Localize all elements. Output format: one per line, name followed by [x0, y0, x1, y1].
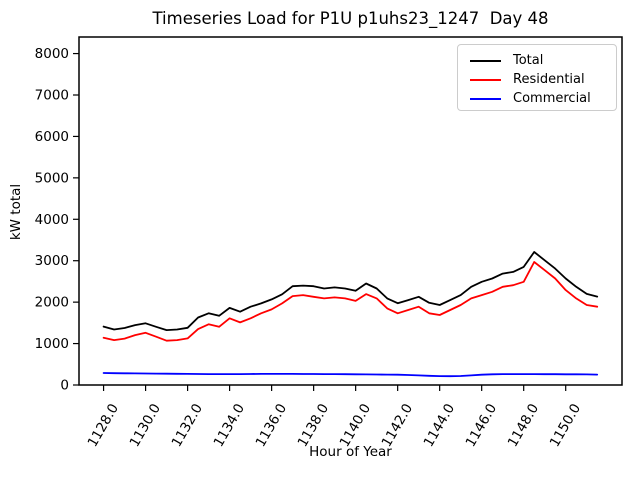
x-tick-label: 1136.0: [253, 401, 290, 450]
x-tick-label: 1150.0: [547, 401, 584, 450]
legend-label-commercial: Commercial: [513, 91, 591, 106]
x-tick-label: 1148.0: [505, 401, 542, 450]
legend-row-residential: Residential: [470, 70, 616, 89]
x-tick-label: 1138.0: [295, 401, 332, 450]
x-tick-label: 1140.0: [337, 401, 374, 450]
commercial-line-swatch-icon: [470, 97, 501, 100]
y-tick-label: 2000: [35, 295, 69, 311]
residential-line-swatch-icon: [470, 78, 501, 81]
x-tick-label: 1144.0: [421, 401, 458, 450]
series-line-total: [102, 251, 599, 332]
legend-label-residential: Residential: [513, 72, 585, 87]
y-tick-label: 3000: [35, 253, 69, 269]
x-tick-label: 1142.0: [379, 401, 416, 450]
y-tick-label: 0: [60, 378, 69, 394]
y-tick-label: 8000: [35, 46, 69, 62]
x-tick-label: 1132.0: [169, 401, 206, 450]
y-tick-label: 7000: [35, 88, 69, 104]
y-tick-label: 6000: [35, 129, 69, 145]
x-axis-label: Hour of Year: [309, 444, 392, 460]
total-line-swatch-icon: [470, 59, 501, 62]
y-tick-label: 5000: [35, 170, 69, 186]
series-line-residential: [102, 261, 599, 342]
x-tick-label: 1130.0: [127, 401, 164, 450]
legend-row-total: Total: [470, 51, 616, 70]
x-tick-label: 1146.0: [463, 401, 500, 450]
x-tick-label: 1128.0: [85, 401, 122, 450]
y-tick-label: 4000: [35, 212, 69, 228]
series-line-commercial: [102, 372, 599, 378]
legend: Total Residential Commercial: [457, 44, 617, 111]
x-tick-label: 1134.0: [211, 401, 248, 450]
y-tick-label: 1000: [35, 336, 69, 352]
legend-label-total: Total: [513, 53, 544, 68]
y-axis-label: kW total: [8, 183, 24, 241]
legend-row-commercial: Commercial: [470, 89, 616, 108]
chart-title: Timeseries Load for P1U p1uhs23_1247 Day…: [152, 9, 549, 28]
